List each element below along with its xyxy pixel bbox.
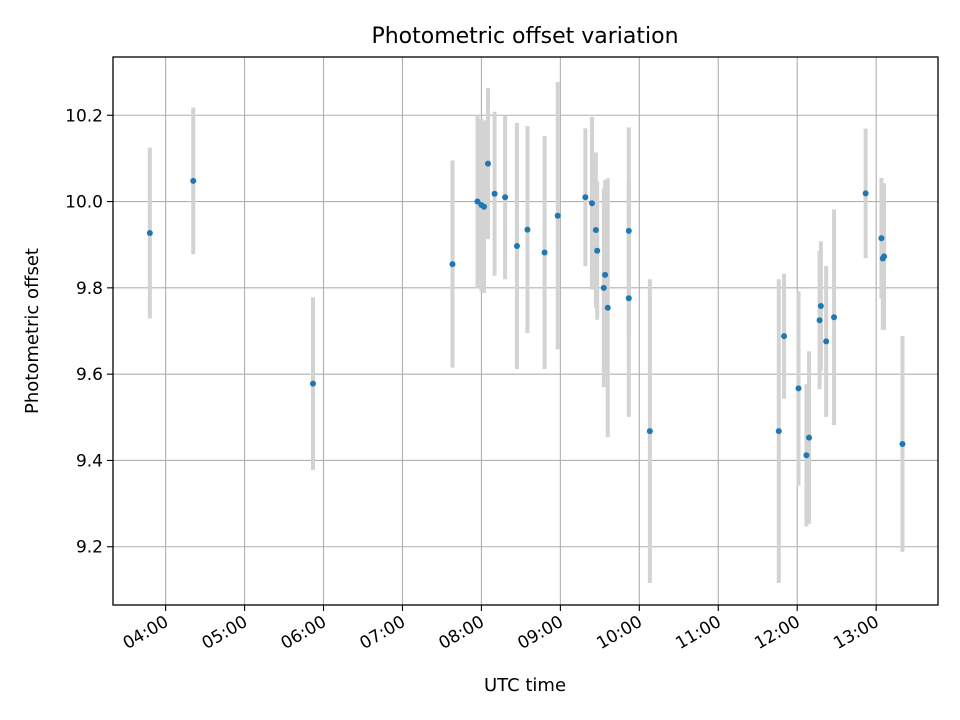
data-point (823, 338, 830, 345)
data-point (775, 428, 782, 435)
data-point (816, 317, 823, 324)
data-point (806, 434, 813, 441)
y-axis-label: Photometric offset (22, 248, 43, 414)
data-point (594, 247, 601, 254)
data-points (146, 160, 906, 459)
data-point (881, 253, 888, 260)
data-point (190, 177, 197, 184)
y-tick-label: 10.2 (65, 106, 103, 126)
data-point (795, 385, 802, 392)
data-point (625, 227, 632, 234)
data-point (491, 190, 498, 197)
data-point (554, 212, 561, 219)
data-point (600, 284, 607, 291)
data-point (831, 314, 838, 321)
chart-title: Photometric offset variation (371, 24, 678, 49)
data-point (485, 160, 491, 167)
y-tick-label: 9.2 (76, 538, 103, 558)
data-point (602, 271, 609, 278)
data-point (803, 452, 810, 459)
data-point (899, 441, 906, 448)
plot-frame (112, 56, 939, 606)
data-point (604, 304, 611, 311)
y-tick-label: 9.4 (76, 451, 103, 471)
data-point (582, 194, 589, 201)
data-point (588, 200, 595, 207)
data-point (592, 227, 599, 234)
y-tick-label: 10.0 (65, 193, 103, 213)
data-point (862, 190, 869, 197)
data-point (502, 194, 509, 201)
data-point (781, 333, 788, 340)
data-point (449, 261, 456, 268)
data-point (513, 242, 520, 249)
data-point (481, 203, 488, 210)
data-point (646, 428, 653, 435)
data-point (146, 230, 153, 237)
data-point (310, 380, 316, 387)
y-tick-label: 9.8 (76, 279, 103, 299)
data-point (625, 295, 632, 302)
y-tick-label: 9.6 (76, 365, 103, 385)
data-point (541, 249, 548, 256)
x-axis-label: UTC time (484, 675, 566, 696)
data-point (524, 226, 531, 233)
data-point (474, 198, 481, 205)
y-axis-ticks: 9.2 9.4 9.6 9.8 10.0 10.2 (65, 106, 113, 558)
data-point (817, 302, 824, 309)
data-point (878, 235, 885, 242)
